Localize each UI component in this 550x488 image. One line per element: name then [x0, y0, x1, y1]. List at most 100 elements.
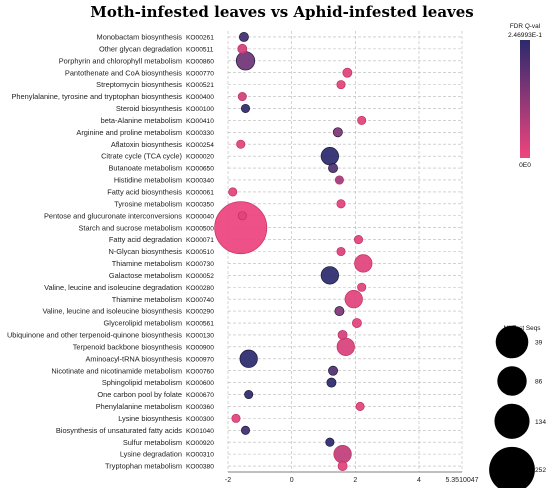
- ko-label: KO00290: [186, 309, 214, 316]
- ko-label: KO00920: [186, 440, 214, 447]
- ko-label: KO00340: [186, 178, 214, 185]
- x-tick-label: -2: [225, 477, 231, 484]
- bubble-point: [328, 365, 338, 376]
- bubble-point: [237, 43, 248, 54]
- pathway-label: Sulfur metabolism: [123, 438, 182, 447]
- pathway-label: Citrate cycle (TCA cycle): [101, 152, 182, 161]
- bubble-point: [237, 92, 247, 102]
- ko-label: KO00521: [186, 82, 214, 89]
- pathway-label: Biosynthesis of unsaturated fatty acids: [56, 426, 182, 435]
- ko-label: KO01040: [186, 428, 214, 435]
- pathway-label: Lysine biosynthesis: [118, 414, 182, 423]
- pathway-label: Valine, leucine and isoleucine degradati…: [44, 283, 182, 292]
- size-legend-label: 134: [535, 419, 546, 426]
- pathway-label: beta-Alanine metabolism: [101, 116, 182, 125]
- pathway-label: Porphyrin and chlorophyll metabolism: [59, 56, 182, 65]
- pathway-label: Butanoate metabolism: [108, 164, 182, 173]
- color-legend-bar: [520, 40, 530, 158]
- pathway-label: One carbon pool by folate: [97, 390, 182, 399]
- bubble-point: [238, 32, 249, 42]
- ko-label: KO00310: [186, 452, 214, 459]
- bubble-point: [333, 445, 352, 464]
- bubble-point: [231, 413, 241, 423]
- bubble-point: [357, 282, 367, 292]
- bubble-point: [344, 290, 363, 309]
- ko-label: KO00760: [186, 368, 214, 375]
- pathway-label: Tryptophan metabolism: [105, 462, 182, 471]
- ko-label: KO00740: [186, 297, 214, 304]
- size-legend: N° Test Seqs 39 86 134 252: [489, 324, 546, 488]
- pathway-label: Phenylalanine, tyrosine and tryptophan b…: [11, 92, 182, 101]
- pathway-label: Nicotinate and nicotinamide metabolism: [51, 366, 182, 375]
- ko-label: KO00100: [186, 106, 214, 113]
- bubble-point: [353, 235, 364, 245]
- pathway-label: Galactose metabolism: [109, 271, 182, 280]
- color-legend-min-label: 0E0: [519, 162, 531, 169]
- ko-label: KO00071: [186, 237, 214, 244]
- bubble-point: [235, 51, 256, 71]
- ko-label: KO00500: [186, 225, 214, 232]
- color-legend: FDR Q-val 2.46993E-1 0E0: [508, 23, 542, 169]
- pathway-label: Terpenoid backbone biosynthesis: [73, 342, 183, 351]
- ko-label: KO00040: [186, 213, 214, 220]
- ko-label: KO00900: [186, 344, 214, 351]
- ko-label: KO00061: [186, 190, 214, 197]
- bubble-point: [337, 329, 348, 340]
- bubble-point: [336, 246, 346, 257]
- ko-label: KO00360: [186, 404, 214, 411]
- bubble-point: [239, 349, 258, 368]
- pathway-label: Valine, leucine and isoleucine biosynthe…: [42, 307, 182, 316]
- x-tick-label: 5.3510047: [445, 477, 478, 484]
- bubble-point: [236, 139, 246, 149]
- pathway-label: Sphingolipid metabolism: [102, 378, 182, 387]
- pathway-label: Aflatoxin biosynthesis: [111, 140, 182, 149]
- ko-label: KO00770: [186, 70, 214, 77]
- ko-label: KO00400: [186, 94, 214, 101]
- bubble-point: [237, 211, 247, 221]
- x-tick-label: 0: [290, 477, 294, 484]
- ko-label: KO00020: [186, 154, 214, 161]
- bubble-point: [342, 67, 353, 78]
- ko-label: KO00261: [186, 35, 214, 42]
- pathway-label: Thiamine metabolism: [112, 295, 182, 304]
- bubble-point: [357, 115, 367, 125]
- bubble-point: [214, 201, 268, 255]
- x-axis: -2 0 2 4 5.3510047: [225, 471, 479, 484]
- pathway-label: N-Glycan biosynthesis: [108, 247, 182, 256]
- ko-label: KO00561: [186, 321, 214, 328]
- bubble-point: [334, 175, 344, 185]
- bubble-point: [320, 266, 339, 285]
- pathway-label: Tyrosine metabolism: [114, 199, 182, 208]
- pathway-label: Lysine degradation: [120, 450, 182, 459]
- pathway-label: Starch and sucrose metabolism: [78, 223, 182, 232]
- size-legend-circle: [495, 325, 529, 359]
- ko-label: KO00254: [186, 142, 214, 149]
- size-legend-label: 39: [535, 340, 543, 347]
- ko-label: KO00511: [186, 46, 214, 53]
- bubble-point: [351, 318, 362, 328]
- chart-title: Moth-infested leaves vs Aphid-infested l…: [90, 3, 474, 21]
- ko-label: KO00300: [186, 416, 214, 423]
- color-legend-max-label: 2.46993E-1: [508, 32, 542, 39]
- ko-label: KO00860: [186, 58, 214, 65]
- x-tick-label: 2: [353, 477, 357, 484]
- pathway-label: Phenylalanine metabolism: [96, 402, 182, 411]
- ko-label: KO00350: [186, 201, 214, 208]
- size-legend-title: N° Test Seqs: [504, 324, 541, 332]
- bubble-point: [354, 254, 373, 273]
- bubble-point: [240, 103, 251, 114]
- pathway-label: Other glycan degradation: [99, 44, 182, 53]
- size-legend-label: 252: [535, 467, 546, 474]
- pathway-label: Streptomycin biosynthesis: [96, 80, 182, 89]
- bubble-point: [355, 401, 365, 411]
- pathway-label: Fatty acid biosynthesis: [107, 188, 182, 197]
- data-points: [214, 32, 373, 471]
- bubble-point: [320, 147, 339, 166]
- bubble-point: [336, 337, 355, 356]
- ko-label: KO00052: [186, 273, 214, 280]
- ko-label: KO00330: [186, 130, 214, 137]
- bubble-point: [336, 199, 346, 209]
- ko-label: KO00380: [186, 464, 214, 471]
- size-legend-circle: [494, 403, 530, 439]
